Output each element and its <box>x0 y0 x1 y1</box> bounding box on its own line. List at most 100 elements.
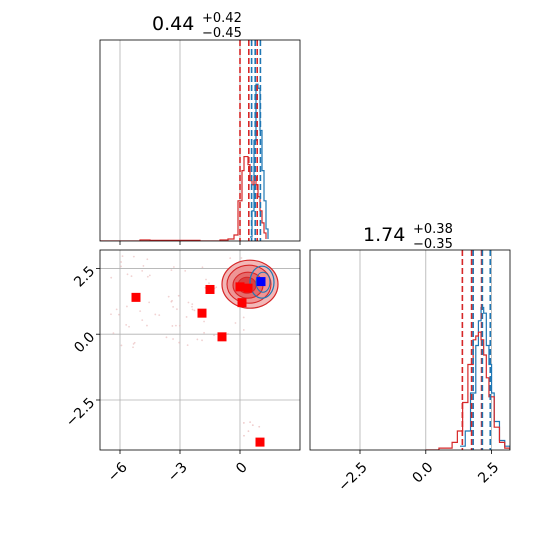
sample-point <box>126 273 129 276</box>
red-marker <box>255 437 265 447</box>
hist-bottom-right-ticks: −2.5 0.0 2.5 <box>335 450 502 495</box>
hist-bottom-right-title-minus: −0.35 <box>413 237 453 252</box>
red-marker <box>235 282 245 292</box>
sample-point <box>141 319 144 322</box>
hist-top-left: 0.44 +0.42 −0.45 <box>99 11 301 245</box>
hist-bottom-right: −2.5 0.0 2.5 1.74 +0.38 −0.35 <box>309 222 511 495</box>
sample-point <box>191 308 194 311</box>
hist-bottom-right-frame <box>309 249 511 451</box>
sample-point <box>142 265 145 267</box>
sample-point <box>187 301 190 304</box>
sample-point <box>171 325 174 327</box>
sample-point <box>242 422 245 424</box>
scatter-markers <box>131 277 266 447</box>
sample-point <box>170 300 173 303</box>
sample-point <box>154 313 157 316</box>
sample-point <box>172 338 174 340</box>
sample-point <box>146 258 149 261</box>
sample-point <box>115 308 118 311</box>
sample-point <box>165 336 168 339</box>
x-tick-label: 0.0 <box>409 459 436 486</box>
sample-point <box>178 324 181 327</box>
red-marker <box>217 332 227 342</box>
y-tick-label: 0.0 <box>71 329 98 356</box>
sample-point <box>215 286 218 289</box>
sample-point <box>148 301 151 304</box>
sample-point <box>176 308 178 311</box>
red-marker <box>131 292 141 302</box>
sample-point <box>229 257 232 260</box>
sample-point <box>120 265 122 268</box>
contour-blue-inner <box>255 271 271 293</box>
sample-point <box>130 275 133 278</box>
sample-point <box>184 269 187 272</box>
sample-point <box>139 310 142 313</box>
hist-series-red <box>425 331 510 450</box>
sample-point <box>193 309 196 312</box>
sample-point <box>110 313 112 316</box>
sample-point <box>177 294 180 297</box>
hist-top-left-frame <box>99 39 301 242</box>
sample-point <box>128 325 130 328</box>
sample-point <box>118 313 120 316</box>
sample-point <box>249 421 252 424</box>
sample-point <box>178 341 181 344</box>
x-tick-label: 2.5 <box>475 459 502 486</box>
sample-point <box>201 266 204 269</box>
sample-point <box>132 255 135 258</box>
sample-point <box>203 320 205 323</box>
scatter-frame <box>99 249 301 451</box>
grid-top-left <box>119 40 241 241</box>
sample-point <box>205 278 207 281</box>
red-marker <box>197 308 207 318</box>
hist-top-left-title-plus: +0.42 <box>202 11 242 26</box>
sample-point <box>110 276 113 279</box>
hist-top-left-ticks <box>119 241 241 245</box>
hist-series-red <box>100 155 267 241</box>
x-tick-label: −2.5 <box>335 459 370 494</box>
sample-point <box>125 323 128 326</box>
sample-point <box>191 305 193 308</box>
hist-series-blue <box>250 83 269 239</box>
sample-point <box>146 275 149 278</box>
grid-bottom-right <box>359 250 492 450</box>
blue-marker <box>256 277 266 287</box>
sample-point <box>170 269 173 272</box>
red-marker <box>205 284 215 294</box>
hist-bottom-right-series <box>425 306 510 450</box>
hist-top-left-title-minus: −0.45 <box>202 26 242 41</box>
y-tick-label: −2.5 <box>63 395 98 430</box>
sample-point <box>234 322 237 324</box>
sample-point <box>196 338 199 341</box>
sample-point <box>172 306 175 308</box>
sample-point <box>133 341 136 344</box>
hist-top-left-series <box>100 83 269 241</box>
sample-point <box>112 332 115 335</box>
sample-point <box>191 303 194 306</box>
sample-point <box>132 346 134 349</box>
sample-point <box>242 316 245 319</box>
sample-point <box>247 430 250 433</box>
hist-bottom-right-title-value: 1.74 <box>363 224 405 246</box>
sample-point <box>148 274 151 277</box>
red-marker <box>237 298 247 308</box>
x-tick-label: −3 <box>165 459 191 485</box>
hist-bottom-right-title-plus: +0.38 <box>413 222 453 237</box>
sample-point <box>242 329 245 331</box>
sample-point <box>203 331 205 334</box>
sample-point <box>258 425 261 428</box>
sample-point <box>120 344 123 347</box>
sample-point <box>121 255 124 258</box>
sample-point <box>227 333 229 335</box>
sample-point <box>120 261 123 263</box>
x-tick-label: −6 <box>105 459 131 485</box>
red-marker <box>243 283 253 293</box>
hist-top-left-quantiles <box>239 40 262 241</box>
sample-point <box>167 295 170 298</box>
sample-point <box>174 324 177 327</box>
contour-blue-outer <box>249 265 275 299</box>
sample-point <box>172 266 175 268</box>
sample-point <box>240 257 243 259</box>
x-tick-label: 0 <box>233 459 251 477</box>
